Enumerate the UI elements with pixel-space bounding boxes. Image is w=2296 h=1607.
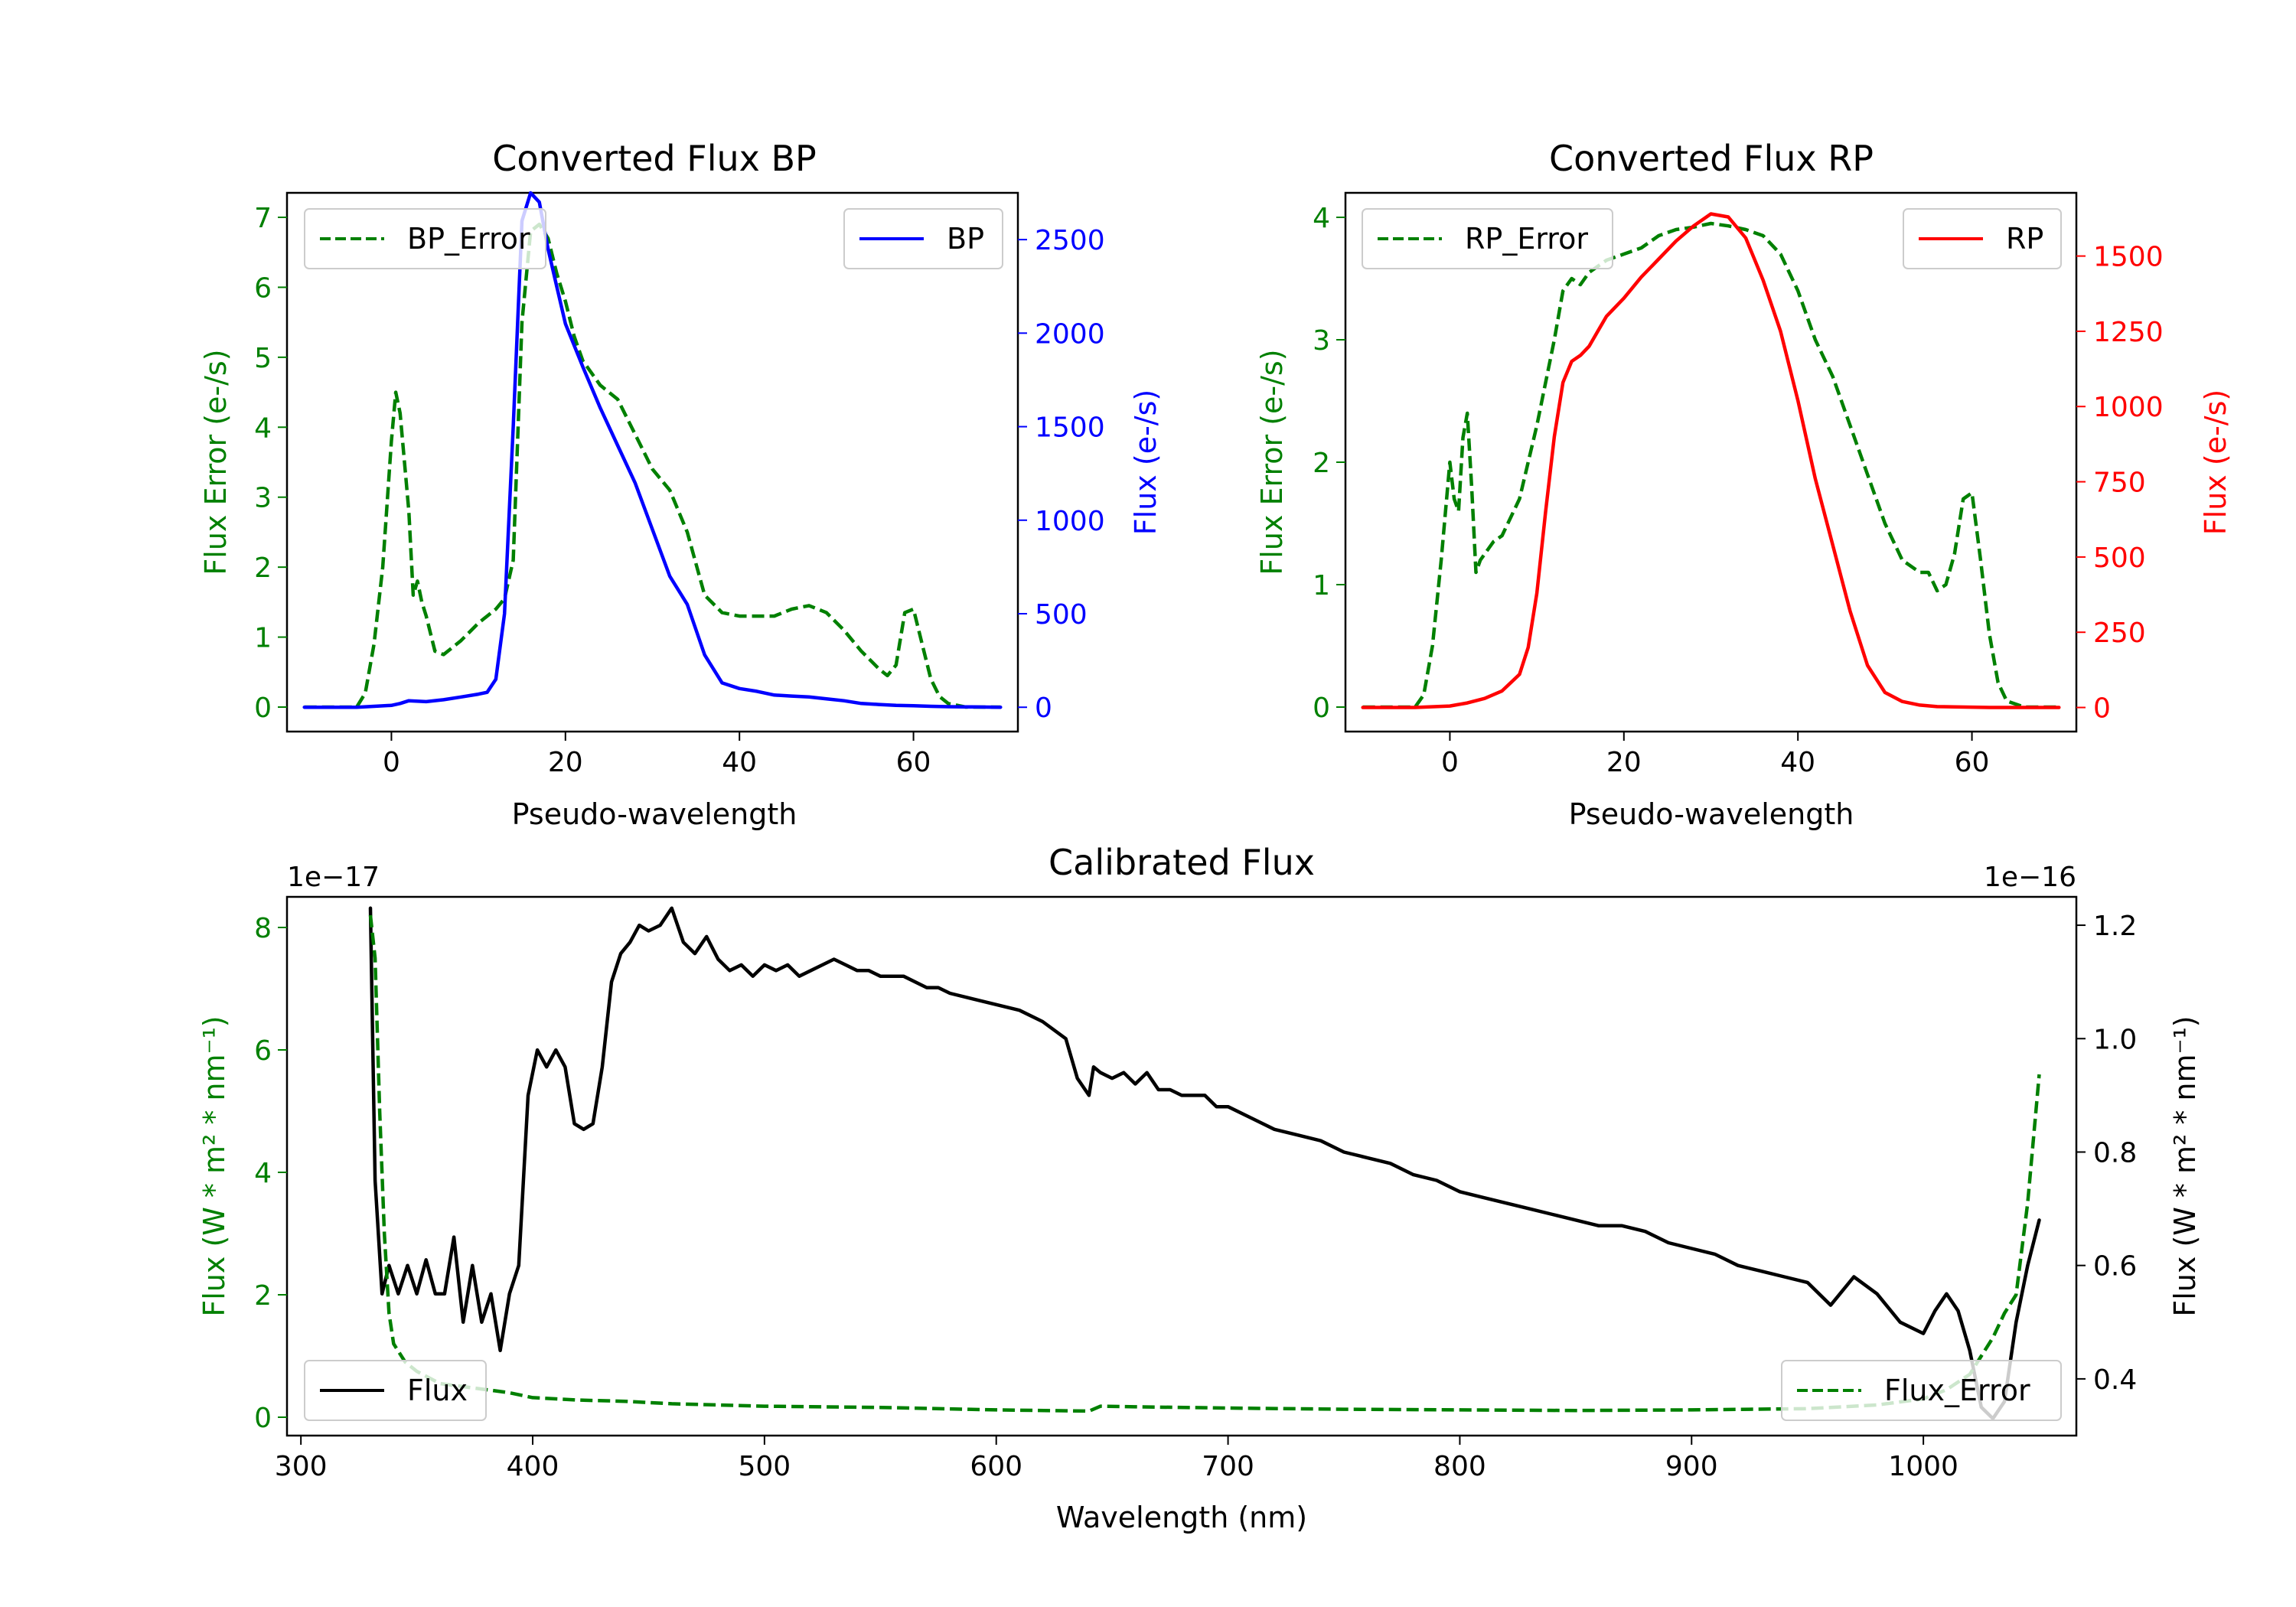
cal-ytick-right-label: 0.8: [2093, 1137, 2137, 1169]
cal-offset-right: 1e−16: [1984, 862, 2076, 893]
bp-ticks: 0 20 40 60 0 1 2 3 4 5 6 7 0 500 1000 1500 2000 2500: [254, 203, 1105, 778]
cal-series-flux: [368, 906, 2041, 1421]
cal-xtick-label: 500: [739, 1451, 791, 1482]
rp-xlabel: Pseudo-wavelength: [1569, 797, 1854, 831]
cal-xtick-label: 400: [507, 1451, 559, 1482]
rp-ytick-left-label: 0: [1313, 693, 1330, 724]
rp-ylabel-right: Flux (e-/s): [2199, 390, 2232, 535]
bp-ytick-right-label: 2500: [1035, 225, 1105, 256]
bp-legend-right-label: BP: [947, 222, 984, 256]
bp-lines: [302, 191, 1003, 709]
cal-ytick-left-label: 6: [254, 1035, 272, 1067]
calibrated-panel: Calibrated Flux 1e−17 1e−16 300 400 500 600…: [197, 842, 2202, 1534]
rp-legend-right: RP: [1903, 208, 2062, 269]
bp-ytick-right-label: 1000: [1035, 506, 1105, 537]
rp-xtick-label: 60: [1955, 747, 1990, 778]
bp-ytick-left-label: 2: [254, 553, 272, 584]
cal-ytick-right-label: 0.6: [2093, 1251, 2137, 1283]
rp-title: Converted Flux RP: [1549, 138, 1874, 179]
cal-xtick-label: 600: [970, 1451, 1022, 1482]
cal-ylabel-left: Flux (W * m² * nm⁻¹): [197, 1015, 231, 1316]
bp-ytick-left-label: 5: [254, 343, 272, 374]
rp-legend-left-label: RP_Error: [1465, 222, 1588, 256]
cal-xtick-label: 900: [1665, 1451, 1718, 1482]
bp-ytick-right-label: 500: [1035, 599, 1088, 631]
cal-offset-left: 1e−17: [287, 862, 380, 893]
bp-series-bp: [302, 191, 1003, 709]
rp-ytick-right-label: 1000: [2093, 392, 2164, 423]
bp-title: Converted Flux BP: [492, 138, 817, 179]
bp-axes-frame: [285, 191, 1019, 733]
rp-series-rp: [1361, 212, 2061, 709]
rp-ytick-left-label: 1: [1313, 570, 1330, 601]
cal-axes-frame: [285, 895, 2078, 1437]
bp-ytick-left-label: 4: [254, 412, 272, 444]
bp-ytick-left-label: 0: [254, 693, 272, 724]
rp-ytick-right-label: 250: [2093, 618, 2146, 649]
bp-xlabel: Pseudo-wavelength: [512, 797, 797, 831]
rp-ytick-right-label: 1250: [2093, 317, 2164, 348]
bp-xtick-label: 40: [722, 747, 757, 778]
rp-xtick-label: 0: [1441, 747, 1459, 778]
rp-legend-left: RP_Error: [1362, 208, 1613, 269]
bp-ytick-left-label: 6: [254, 272, 272, 304]
cal-legend-left-label: Flux: [407, 1374, 468, 1407]
rp-ytick-right-label: 1500: [2093, 242, 2164, 273]
cal-ytick-right-label: 0.4: [2093, 1364, 2137, 1396]
cal-ytick-left-label: 4: [254, 1158, 272, 1189]
bp-ytick-right-label: 0: [1035, 693, 1052, 724]
bp-panel: Converted Flux BP 0 20 40 60 0 1 2 3 4 5 6 7 0 500 100…: [199, 138, 1163, 831]
cal-xlabel: Wavelength (nm): [1056, 1501, 1307, 1534]
rp-xtick-label: 20: [1606, 747, 1642, 778]
cal-ytick-right-label: 1.0: [2093, 1024, 2137, 1055]
bp-ytick-left-label: 7: [254, 203, 272, 234]
rp-series-rp-error: [1362, 221, 2060, 709]
bp-ytick-right-label: 2000: [1035, 318, 1105, 350]
cal-legend-right-box: [1781, 1360, 2062, 1421]
rp-ytick-right-label: 0: [2093, 693, 2111, 725]
cal-xtick-label: 300: [275, 1451, 328, 1482]
cal-title: Calibrated Flux: [1049, 842, 1315, 883]
bp-ylabel-left: Flux Error (e-/s): [199, 349, 233, 575]
rp-panel: Converted Flux RP 0 20 40 60012340250500750…: [1255, 138, 2232, 831]
bp-series-bp-error: [304, 222, 1001, 709]
rp-ytick-right-label: 750: [2093, 468, 2146, 499]
bp-ytick-left-label: 3: [254, 483, 272, 514]
cal-ytick-left-label: 2: [254, 1280, 272, 1312]
cal-ylabel-right: Flux (W * m² * nm⁻¹): [2168, 1015, 2202, 1316]
cal-legend-left: Flux: [304, 1360, 487, 1421]
cal-ytick-left-label: 8: [254, 913, 272, 944]
bp-legend-left-box: [304, 208, 546, 269]
rp-ytick-left-label: 2: [1313, 448, 1330, 479]
bp-ytick-left-label: 1: [254, 623, 272, 654]
bp-legend-left-label: BP_Error: [407, 222, 530, 256]
bp-xtick-label: 20: [548, 747, 583, 778]
cal-legend-left-box: [304, 1360, 487, 1421]
rp-legend-right-label: RP: [2006, 222, 2043, 256]
rp-ytick-right-label: 500: [2093, 543, 2146, 574]
rp-ylabel-left: Flux Error (e-/s): [1255, 349, 1289, 575]
rp-ytick-left-label: 3: [1313, 325, 1330, 357]
cal-xtick-label: 800: [1433, 1451, 1486, 1482]
rp-legend-left-box: [1362, 208, 1613, 269]
bp-xtick-label: 0: [383, 747, 400, 778]
bp-legend-right: BP: [843, 208, 1003, 269]
rp-xtick-label: 40: [1780, 747, 1815, 778]
bp-ylabel-right: Flux (e-/s): [1129, 390, 1163, 535]
cal-xtick-label: 700: [1202, 1451, 1254, 1482]
cal-ytick-right-label: 1.2: [2093, 911, 2137, 942]
cal-ytick-left-label: 0: [254, 1403, 272, 1434]
bp-xtick-label: 60: [896, 747, 931, 778]
cal-xtick-label: 1000: [1888, 1451, 1958, 1482]
cal-legend-right: Flux_Error: [1781, 1360, 2062, 1421]
bp-legend-left: BP_Error: [304, 208, 546, 269]
cal-legend-right-label: Flux_Error: [1884, 1374, 2030, 1407]
rp-lines: [1361, 212, 2061, 709]
rp-ytick-left-label: 4: [1313, 203, 1330, 234]
cal-ticks: 300 400 500 600 700 800 900 1000 0 2 4 6 8 0.4 0.6 0.8 1…: [254, 911, 2137, 1482]
bp-ytick-right-label: 1500: [1035, 412, 1105, 444]
